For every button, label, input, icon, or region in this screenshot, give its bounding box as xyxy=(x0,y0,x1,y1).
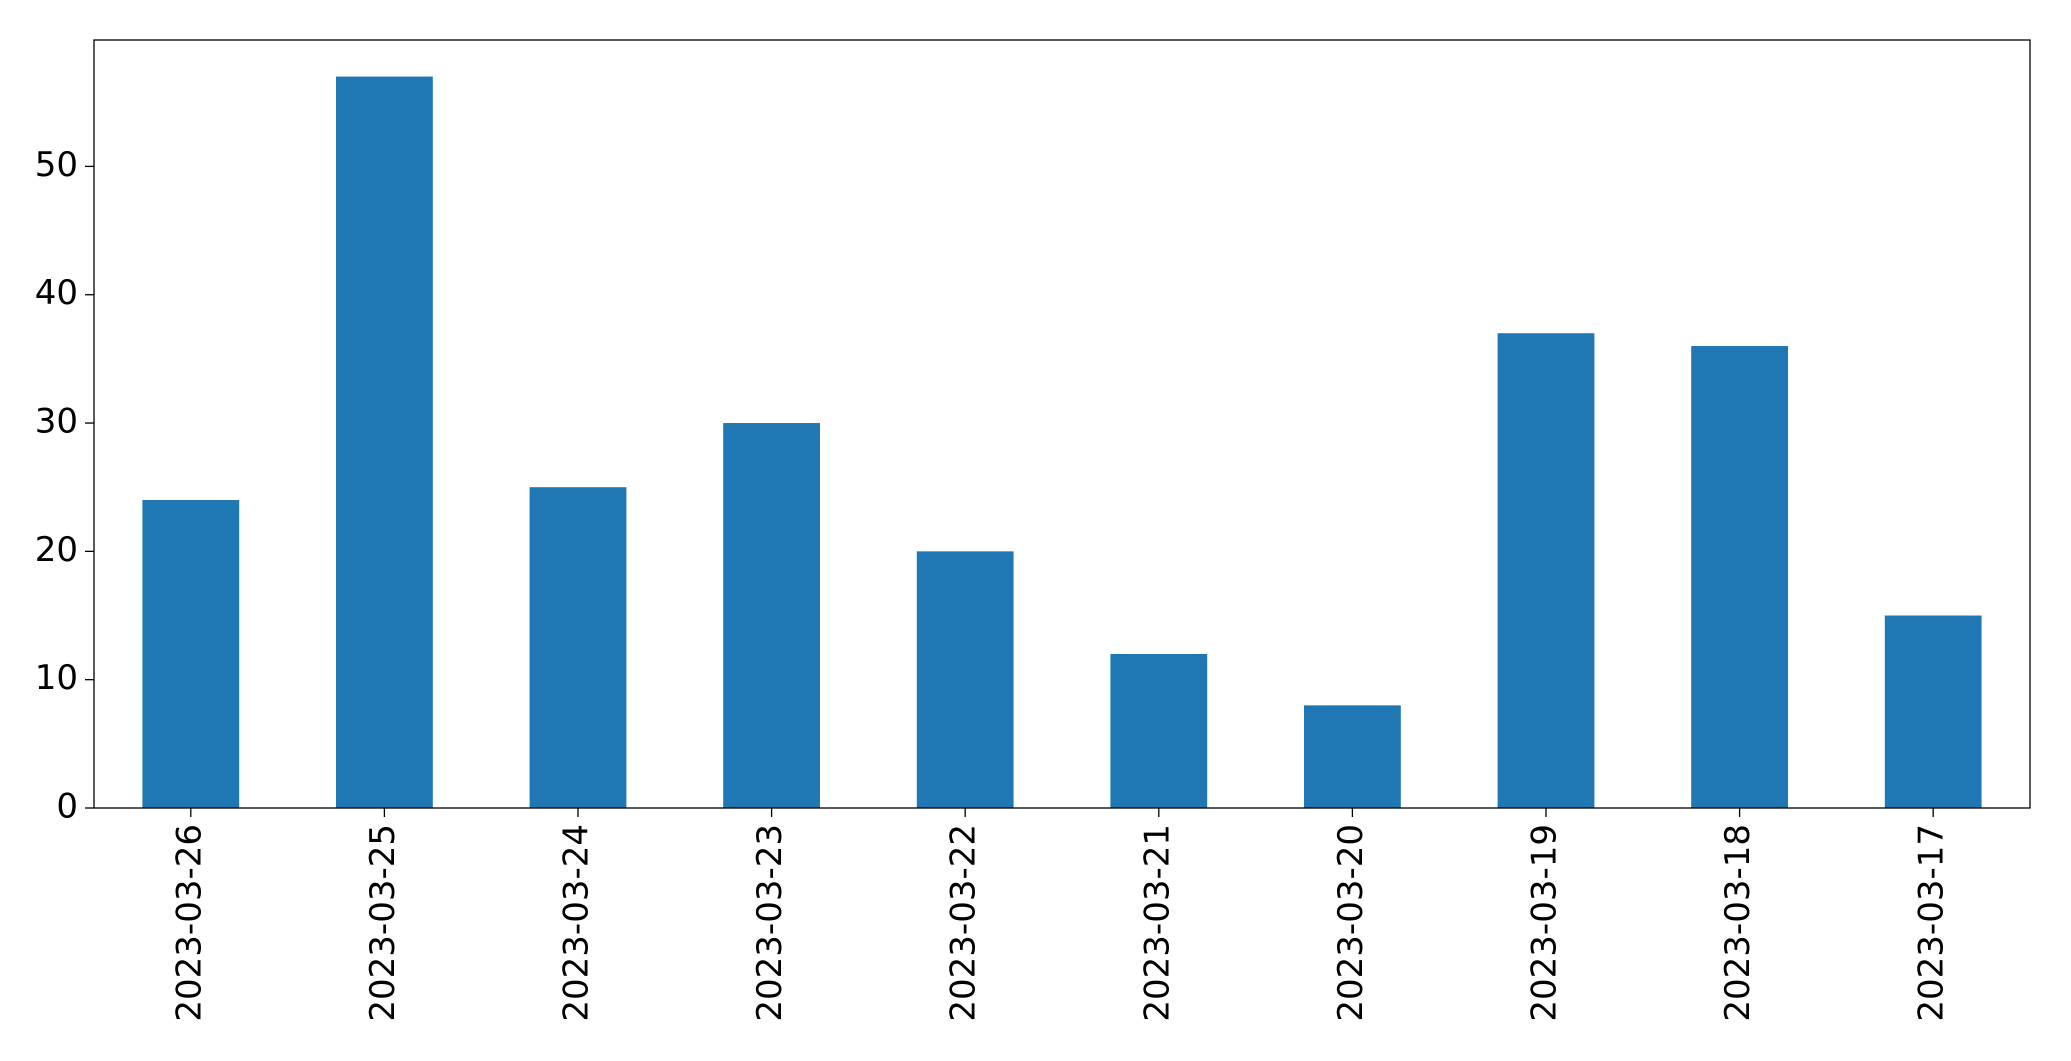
bar xyxy=(142,500,240,808)
y-tick-label: 0 xyxy=(56,787,78,827)
x-tick-label: 2023-03-24 xyxy=(557,824,597,1022)
x-tick-label: 2023-03-21 xyxy=(1137,824,1177,1022)
y-tick-label: 20 xyxy=(35,530,78,570)
bar xyxy=(916,551,1014,808)
y-tick-label: 30 xyxy=(35,402,78,442)
x-tick-label: 2023-03-18 xyxy=(1718,824,1758,1022)
x-tick-label: 2023-03-25 xyxy=(363,824,403,1022)
y-tick-label: 50 xyxy=(35,145,78,185)
bar xyxy=(723,423,820,808)
bar xyxy=(529,487,627,808)
plot-frame xyxy=(93,39,2031,809)
x-tick-label: 2023-03-17 xyxy=(1912,824,1952,1022)
bar xyxy=(1110,654,1208,808)
bar xyxy=(1304,705,1401,808)
x-tick-label: 2023-03-26 xyxy=(169,824,209,1022)
x-tick-label: 2023-03-19 xyxy=(1525,824,1565,1022)
bar xyxy=(1691,346,1788,808)
bar xyxy=(336,76,433,809)
bar xyxy=(1497,333,1595,808)
x-tick-label: 2023-03-22 xyxy=(944,824,984,1022)
bar xyxy=(1884,615,1982,808)
x-tick-label: 2023-03-20 xyxy=(1331,824,1371,1022)
y-tick-label: 40 xyxy=(35,273,78,313)
y-tick-label: 10 xyxy=(35,658,78,698)
x-tick-label: 2023-03-23 xyxy=(750,824,790,1022)
